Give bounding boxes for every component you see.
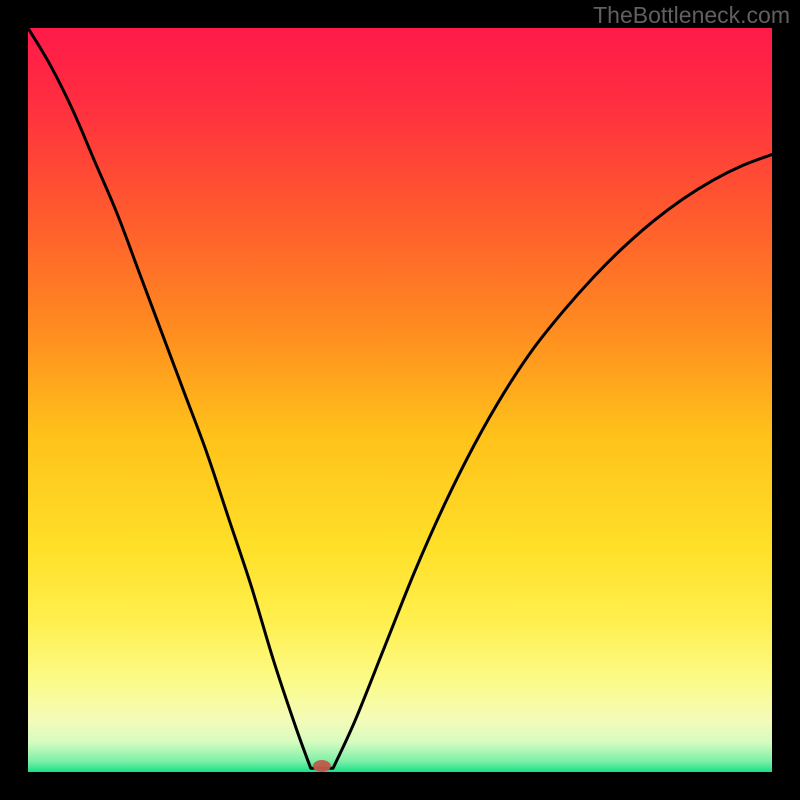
plot-background xyxy=(28,28,772,772)
watermark-label: TheBottleneck.com xyxy=(593,2,790,29)
chart-svg xyxy=(0,0,800,800)
bottleneck-chart: TheBottleneck.com xyxy=(0,0,800,800)
min-marker xyxy=(313,760,331,772)
